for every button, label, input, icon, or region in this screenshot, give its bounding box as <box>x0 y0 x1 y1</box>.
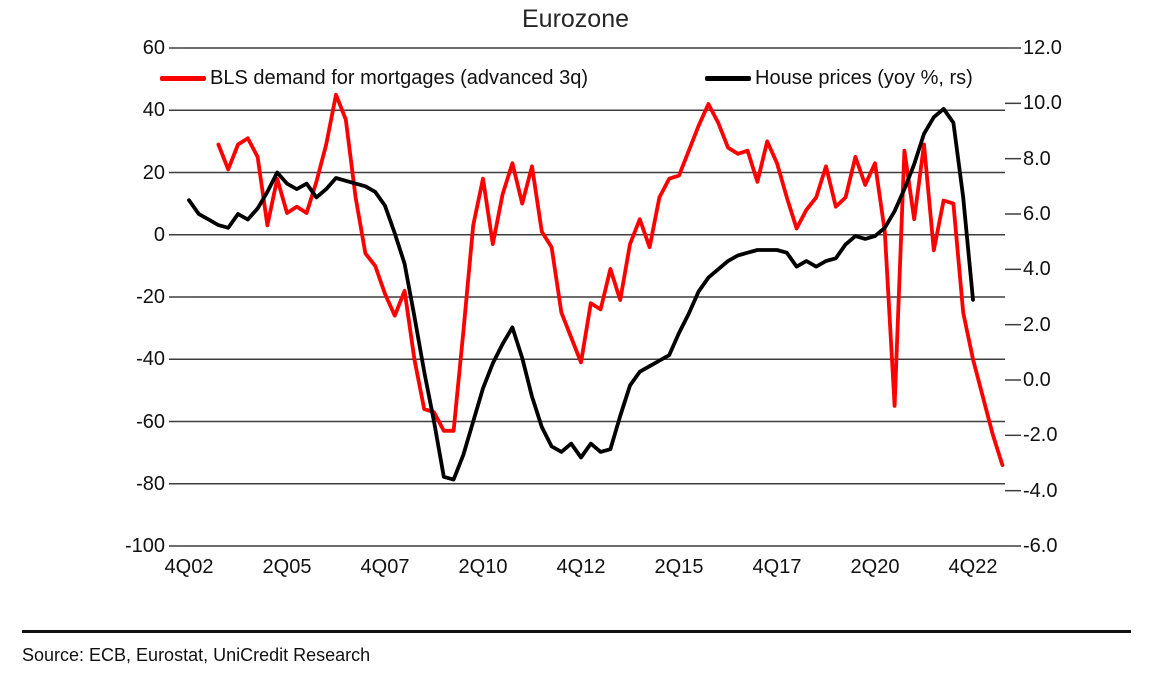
y-axis-left-tick-label: 60 <box>142 37 165 59</box>
y-axis-right-tick-label: -6.0 <box>1023 535 1058 557</box>
y-axis-right-tick-label: -4.0 <box>1023 479 1058 502</box>
series-line-house-prices <box>187 107 975 482</box>
x-axis-tick-label: 2Q20 <box>850 556 900 578</box>
x-axis-tick-label: 2Q05 <box>262 556 312 578</box>
y-axis-left-tick-label: -40 <box>136 348 165 371</box>
red-line-swatch-icon <box>160 75 206 81</box>
legend-label-house-prices: House prices (yoy %, rs) <box>755 66 973 89</box>
y-axis-right-tick-label: -2.0 <box>1023 424 1058 447</box>
y-axis-left-tick-label: -80 <box>136 472 165 495</box>
footer-divider <box>22 630 1131 633</box>
y-axis-right-tick-label: 8.0 <box>1023 147 1051 170</box>
y-axis-left-tick-label: 40 <box>142 99 165 122</box>
x-axis-tick-label: 4Q12 <box>556 556 606 578</box>
legend-label-bls-demand: BLS demand for mortgages (advanced 3q) <box>210 66 588 89</box>
y-axis-right-tick-label: 2.0 <box>1023 313 1051 336</box>
x-axis-tick-label: 4Q17 <box>752 556 802 578</box>
series-line-bls-demand <box>216 92 1005 468</box>
black-line-swatch-icon <box>705 75 751 81</box>
chart-title: Eurozone <box>521 5 630 33</box>
x-axis-tick-label: 4Q22 <box>948 556 998 578</box>
legend-item-bls-demand: BLS demand for mortgages (advanced 3q) <box>160 66 588 90</box>
y-axis-left-tick-label: -20 <box>136 286 165 308</box>
y-axis-left-tick-label: 0 <box>153 223 165 246</box>
y-axis-right-tick-label: 12.0 <box>1023 37 1062 59</box>
x-axis-tick-label: 4Q02 <box>164 556 214 578</box>
x-axis-tick-label: 4Q07 <box>360 556 410 578</box>
y-axis-left-tick-label: 20 <box>142 161 165 184</box>
y-axis-right-tick-label: 10.0 <box>1023 92 1062 115</box>
source-text: Source: ECB, Eurostat, UniCredit Researc… <box>22 645 371 665</box>
x-axis-tick-label: 2Q15 <box>654 556 704 578</box>
y-axis-right-tick-label: 6.0 <box>1023 203 1051 225</box>
y-axis-left-tick-label: -60 <box>136 410 165 433</box>
y-axis-left-tick-label: -100 <box>124 535 165 557</box>
legend-item-house-prices: House prices (yoy %, rs) <box>705 66 973 90</box>
y-axis-right-tick-label: 0.0 <box>1023 369 1051 391</box>
y-axis-right-tick-label: 4.0 <box>1023 258 1051 281</box>
x-axis-tick-label: 2Q10 <box>458 556 508 578</box>
